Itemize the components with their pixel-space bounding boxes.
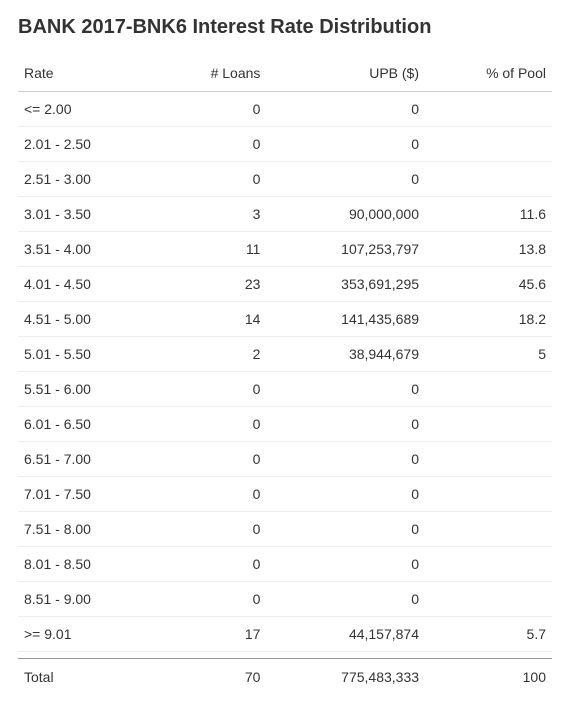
- cell-upb: 0: [266, 582, 425, 617]
- col-header-pct: % of Pool: [425, 57, 552, 92]
- table-row: 5.01 - 5.50238,944,6795: [18, 337, 552, 372]
- cell-rate: >= 9.01: [18, 617, 157, 652]
- table-row: 7.01 - 7.5000: [18, 477, 552, 512]
- cell-pct: 11.6: [425, 197, 552, 232]
- cell-rate: 8.51 - 9.00: [18, 582, 157, 617]
- table-row: 6.51 - 7.0000: [18, 442, 552, 477]
- cell-loans: 0: [157, 372, 266, 407]
- page-title: BANK 2017-BNK6 Interest Rate Distributio…: [18, 16, 552, 39]
- cell-pct: [425, 582, 552, 617]
- cell-pct: [425, 127, 552, 162]
- cell-pct: [425, 92, 552, 127]
- cell-upb: 0: [266, 162, 425, 197]
- cell-upb: 38,944,679: [266, 337, 425, 372]
- cell-upb: 90,000,000: [266, 197, 425, 232]
- cell-rate: 3.01 - 3.50: [18, 197, 157, 232]
- cell-loans: 0: [157, 582, 266, 617]
- table-row: <= 2.0000: [18, 92, 552, 127]
- cell-loans: 0: [157, 162, 266, 197]
- cell-rate: 7.51 - 8.00: [18, 512, 157, 547]
- cell-rate: 7.01 - 7.50: [18, 477, 157, 512]
- cell-pct: 18.2: [425, 302, 552, 337]
- cell-loans: 3: [157, 197, 266, 232]
- table-row: 2.51 - 3.0000: [18, 162, 552, 197]
- cell-loans: 0: [157, 442, 266, 477]
- cell-rate: 8.01 - 8.50: [18, 547, 157, 582]
- cell-rate: 2.51 - 3.00: [18, 162, 157, 197]
- total-loans: 70: [157, 659, 266, 696]
- cell-rate: 5.51 - 6.00: [18, 372, 157, 407]
- cell-rate: 6.01 - 6.50: [18, 407, 157, 442]
- cell-loans: 0: [157, 407, 266, 442]
- cell-upb: 0: [266, 127, 425, 162]
- table-row: 8.01 - 8.5000: [18, 547, 552, 582]
- cell-loans: 0: [157, 512, 266, 547]
- table-header-row: Rate # Loans UPB ($) % of Pool: [18, 57, 552, 92]
- cell-pct: 45.6: [425, 267, 552, 302]
- total-upb: 775,483,333: [266, 659, 425, 696]
- cell-loans: 0: [157, 547, 266, 582]
- cell-rate: 2.01 - 2.50: [18, 127, 157, 162]
- total-label: Total: [18, 659, 157, 696]
- cell-pct: 5.7: [425, 617, 552, 652]
- cell-upb: 353,691,295: [266, 267, 425, 302]
- table-row: 2.01 - 2.5000: [18, 127, 552, 162]
- cell-pct: [425, 162, 552, 197]
- cell-pct: [425, 407, 552, 442]
- cell-rate: 4.01 - 4.50: [18, 267, 157, 302]
- cell-pct: [425, 512, 552, 547]
- cell-pct: 13.8: [425, 232, 552, 267]
- cell-loans: 0: [157, 477, 266, 512]
- table-row: 4.51 - 5.0014141,435,68918.2: [18, 302, 552, 337]
- cell-loans: 0: [157, 92, 266, 127]
- cell-upb: 141,435,689: [266, 302, 425, 337]
- cell-loans: 11: [157, 232, 266, 267]
- cell-upb: 107,253,797: [266, 232, 425, 267]
- cell-rate: 3.51 - 4.00: [18, 232, 157, 267]
- cell-upb: 0: [266, 477, 425, 512]
- cell-upb: 44,157,874: [266, 617, 425, 652]
- table-row: 3.01 - 3.50390,000,00011.6: [18, 197, 552, 232]
- cell-pct: [425, 477, 552, 512]
- cell-loans: 17: [157, 617, 266, 652]
- table-row: 6.01 - 6.5000: [18, 407, 552, 442]
- table-row: 3.51 - 4.0011107,253,79713.8: [18, 232, 552, 267]
- cell-upb: 0: [266, 372, 425, 407]
- distribution-table: Rate # Loans UPB ($) % of Pool <= 2.0000…: [18, 57, 552, 695]
- cell-loans: 23: [157, 267, 266, 302]
- col-header-rate: Rate: [18, 57, 157, 92]
- cell-upb: 0: [266, 407, 425, 442]
- cell-rate: 6.51 - 7.00: [18, 442, 157, 477]
- col-header-loans: # Loans: [157, 57, 266, 92]
- cell-rate: 4.51 - 5.00: [18, 302, 157, 337]
- cell-rate: 5.01 - 5.50: [18, 337, 157, 372]
- cell-pct: [425, 547, 552, 582]
- table-row: 8.51 - 9.0000: [18, 582, 552, 617]
- cell-loans: 0: [157, 127, 266, 162]
- cell-loans: 2: [157, 337, 266, 372]
- table-row: 4.01 - 4.5023353,691,29545.6: [18, 267, 552, 302]
- table-row: >= 9.011744,157,8745.7: [18, 617, 552, 652]
- table-row: 5.51 - 6.0000: [18, 372, 552, 407]
- cell-upb: 0: [266, 512, 425, 547]
- cell-upb: 0: [266, 92, 425, 127]
- table-row: 7.51 - 8.0000: [18, 512, 552, 547]
- table-total-row: Total 70 775,483,333 100: [18, 659, 552, 696]
- col-header-upb: UPB ($): [266, 57, 425, 92]
- cell-pct: [425, 442, 552, 477]
- cell-loans: 14: [157, 302, 266, 337]
- cell-pct: [425, 372, 552, 407]
- total-pct: 100: [425, 659, 552, 696]
- cell-upb: 0: [266, 547, 425, 582]
- cell-rate: <= 2.00: [18, 92, 157, 127]
- cell-pct: 5: [425, 337, 552, 372]
- cell-upb: 0: [266, 442, 425, 477]
